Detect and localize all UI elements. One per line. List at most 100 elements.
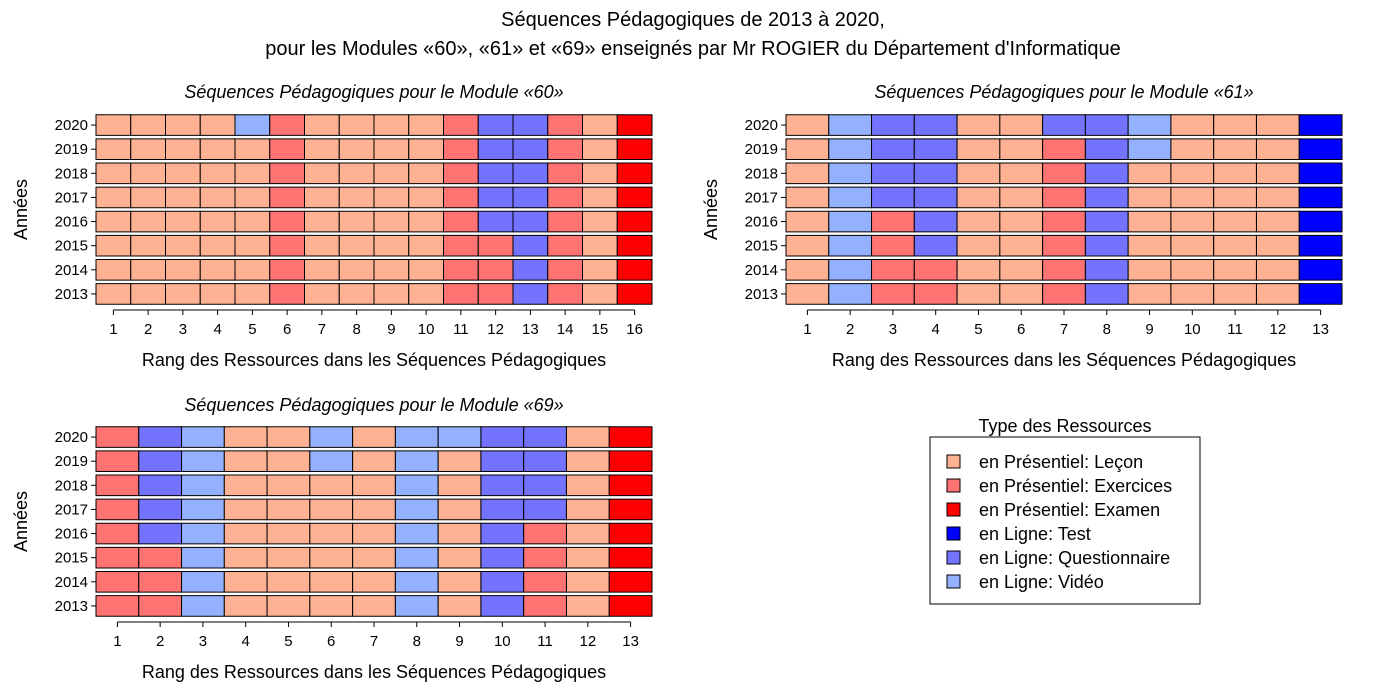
heatmap-cell: [582, 138, 618, 160]
heatmap-cell: [95, 138, 132, 160]
heatmap-cell: [437, 595, 482, 617]
heatmap-row-2014: [95, 571, 653, 593]
heatmap-cell: [565, 426, 610, 448]
heatmap-cell: [480, 474, 525, 497]
heatmap-cell: [199, 186, 236, 209]
heatmap-cell: [443, 138, 479, 160]
heatmap-cell: [785, 259, 830, 281]
heatmap-cell: [480, 450, 525, 472]
heatmap-cell: [443, 186, 479, 209]
heatmap-cell: [181, 498, 225, 521]
heatmap-cell: [408, 234, 444, 257]
heatmap-cell: [547, 210, 583, 233]
heatmap-row-2020: [785, 114, 1343, 136]
heatmap-cell: [266, 450, 311, 472]
heatmap-cell: [138, 474, 183, 497]
heatmap-cell: [394, 426, 439, 448]
legend-item-label: en Présentiel: Leçon: [979, 452, 1143, 472]
heatmap-row-2013: [95, 283, 653, 305]
x-tick-label: 2: [156, 633, 164, 650]
heatmap-cell: [477, 210, 514, 233]
x-tick-label: 6: [1017, 321, 1025, 338]
heatmap-cell: [266, 474, 311, 497]
heatmap-cell: [304, 283, 340, 305]
heatmap-cell: [956, 283, 1001, 305]
heatmap-cell: [373, 259, 410, 281]
heatmap-cell: [547, 234, 583, 257]
heatmap-row-2019: [95, 138, 653, 160]
heatmap-cell: [165, 283, 201, 305]
x-tick-label: 3: [199, 633, 207, 650]
heatmap-cell: [223, 571, 268, 593]
x-tick-label: 8: [352, 321, 360, 338]
x-tick-label: 14: [557, 321, 574, 338]
heatmap-cell: [582, 186, 618, 209]
legend-box: [929, 436, 1201, 605]
heatmap-cell: [95, 283, 132, 305]
heatmap-cell: [223, 498, 268, 521]
heatmap-cell: [477, 234, 514, 257]
heatmap-cell: [480, 426, 525, 448]
y-tick-label: 2014: [55, 574, 88, 591]
y-tick-label: 2020: [745, 117, 778, 134]
heatmap-cell: [785, 210, 830, 233]
y-tick-label: 2013: [55, 598, 88, 615]
heatmap-cell: [999, 162, 1044, 185]
x-tick-label: 13: [1312, 321, 1329, 338]
heatmap-cell: [266, 426, 311, 448]
heatmap-cell: [828, 114, 873, 136]
heatmap-cell: [95, 114, 132, 136]
heatmap-cell: [373, 138, 410, 160]
heatmap-cell: [477, 186, 514, 209]
heatmap-cell: [304, 210, 340, 233]
heatmap-cell: [582, 259, 618, 281]
x-tick-label: 1: [803, 321, 811, 338]
heatmap-cell: [234, 162, 271, 185]
heatmap-cell: [913, 162, 958, 185]
heatmap-cell: [223, 522, 268, 545]
heatmap-cell: [309, 571, 354, 593]
heatmap-cell: [616, 138, 653, 160]
heatmap-cell: [223, 474, 268, 497]
heatmap-cell: [223, 450, 268, 472]
heatmap-cell: [373, 210, 410, 233]
heatmap-cell: [199, 162, 236, 185]
heatmap-cell: [95, 186, 132, 209]
heatmap-cell: [871, 210, 915, 233]
heatmap-cell: [1084, 138, 1129, 160]
heatmap-cell: [269, 162, 305, 185]
y-tick-label: 2018: [745, 165, 778, 182]
y-tick-label: 2017: [55, 501, 88, 518]
heatmap-cell: [138, 426, 183, 448]
heatmap-cell: [95, 546, 140, 569]
heatmap-cell: [130, 234, 166, 257]
heatmap-cell: [1170, 138, 1215, 160]
heatmap-row-2016: [95, 210, 653, 233]
heatmap-cell: [234, 259, 271, 281]
legend-swatch: [946, 478, 961, 493]
heatmap-cell: [95, 595, 140, 617]
heatmap-cell: [1127, 259, 1172, 281]
x-tick-label: 16: [626, 321, 643, 338]
heatmap-cell: [1042, 162, 1086, 185]
heatmap-cell: [373, 186, 410, 209]
heatmap-cell: [547, 162, 583, 185]
heatmap-cell: [913, 138, 958, 160]
heatmap-cell: [616, 283, 653, 305]
x-tick-label: 2: [144, 321, 152, 338]
heatmap-cell: [181, 450, 225, 472]
heatmap-cell: [1213, 283, 1257, 305]
heatmap-cell: [138, 522, 183, 545]
heatmap-cell: [95, 210, 132, 233]
heatmap-cell: [785, 234, 830, 257]
y-tick-label: 2014: [55, 262, 88, 279]
heatmap-cell: [309, 546, 354, 569]
heatmap-cell: [394, 595, 439, 617]
heatmap-cell: [1298, 283, 1343, 305]
heatmap-cell: [234, 186, 271, 209]
y-tick-label: 2018: [55, 477, 88, 494]
heatmap-cell: [1213, 114, 1257, 136]
heatmap-cell: [352, 522, 396, 545]
heatmap-cell: [181, 595, 225, 617]
